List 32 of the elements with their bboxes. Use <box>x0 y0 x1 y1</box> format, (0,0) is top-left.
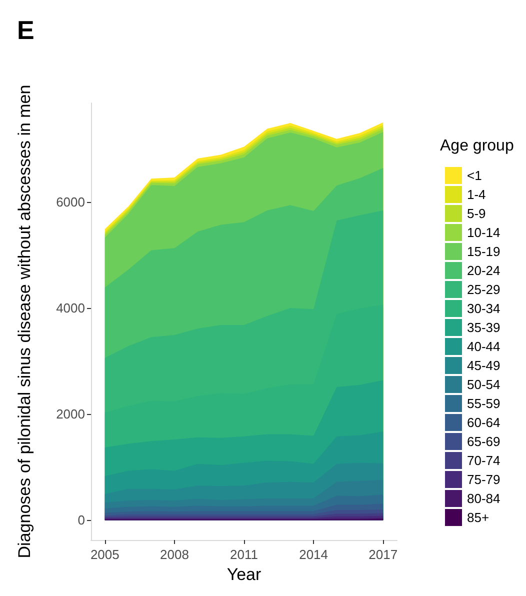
legend-label: 10-14 <box>467 225 500 240</box>
legend-label: <1 <box>467 168 482 183</box>
x-tick-label: 2008 <box>160 547 189 562</box>
y-tick-label: 2000 <box>56 406 85 422</box>
legend-label: 45-49 <box>467 358 500 373</box>
chart-title: E <box>17 15 34 45</box>
y-axis-title: Diagnoses of pilonidal sinus disease without abscesses in men <box>15 84 34 558</box>
legend-label: 60-64 <box>467 415 500 430</box>
legend-label: 55-59 <box>467 396 500 411</box>
x-tick-label: 2005 <box>90 547 120 562</box>
x-tick-label: 2011 <box>230 547 258 562</box>
legend-label: 80-84 <box>467 491 500 506</box>
y-tick-label: 4000 <box>56 300 85 316</box>
y-tick-label: 6000 <box>56 194 85 210</box>
legend-label: 35-39 <box>467 320 500 335</box>
x-tick-label: 2017 <box>368 547 398 562</box>
legend-label: 25-29 <box>467 282 500 297</box>
legend-label: 50-54 <box>467 377 500 392</box>
x-tick-label: 2014 <box>299 547 328 562</box>
legend-label: 15-19 <box>467 244 500 259</box>
y-tick-label: 0 <box>78 512 85 528</box>
legend-label: 40-44 <box>467 339 500 354</box>
legend-label: 20-24 <box>467 263 500 278</box>
legend-label: 1-4 <box>467 187 486 202</box>
legend-title: Age group <box>440 138 514 154</box>
legend-label: 70-74 <box>467 453 500 468</box>
legend-label: 85+ <box>467 510 490 525</box>
legend-label: 5-9 <box>467 206 486 221</box>
x-axis-title: Year <box>226 564 262 584</box>
legend-label: 30-34 <box>467 301 500 316</box>
legend-label: 75-79 <box>467 472 500 487</box>
legend-label: 65-69 <box>467 434 500 449</box>
